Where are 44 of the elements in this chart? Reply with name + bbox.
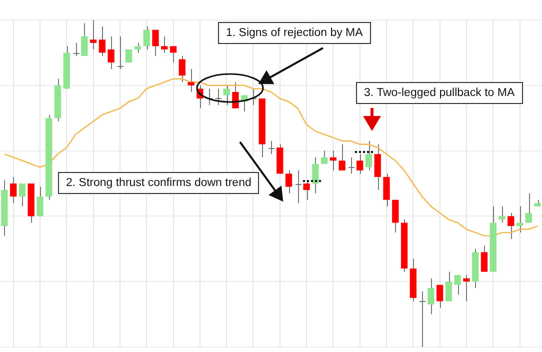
candlestick [90, 20, 97, 50]
candlestick [143, 26, 150, 50]
candlestick [98, 26, 106, 56]
candlestick [117, 36, 124, 70]
candlestick [312, 156, 319, 194]
candlestick [215, 88, 222, 106]
candlestick [525, 192, 532, 224]
candlestick [365, 140, 372, 171]
candlestick [480, 245, 488, 272]
candlestick [134, 42, 142, 54]
candlestick [223, 84, 230, 106]
annotation: 3. Two-legged pullback to MA [356, 82, 523, 104]
candlestick [170, 46, 177, 64]
candlestick [108, 36, 114, 70]
candlestick [178, 55, 186, 83]
candlestick [161, 36, 168, 54]
candlestick [498, 206, 506, 224]
candlestick [419, 290, 426, 348]
candlestick [268, 140, 275, 155]
candlestick [463, 274, 470, 302]
candlestick [320, 150, 328, 164]
candlestick [383, 173, 390, 207]
candlestick [330, 150, 337, 171]
candlestick [73, 42, 80, 56]
candlestick [152, 29, 159, 56]
candlestick [508, 212, 514, 240]
candlestick [454, 274, 461, 296]
candlestick [445, 271, 452, 302]
candlestick [516, 206, 524, 234]
candlestick [338, 144, 346, 171]
candlestick [356, 154, 364, 174]
candlestick [18, 183, 26, 207]
candlestick [392, 199, 399, 234]
candlestick [428, 278, 434, 315]
candlestick [295, 170, 302, 204]
candlestick [10, 176, 17, 204]
candlestick [436, 284, 444, 308]
annotation: 1. Signs of rejection by MA [218, 22, 371, 44]
candlestick [374, 144, 381, 191]
annotation: 2. Strong thrust confirms down trend [58, 172, 260, 194]
candlestick [348, 156, 355, 174]
candlestick [285, 170, 292, 194]
candlestick [188, 68, 194, 92]
candlestick [36, 186, 44, 217]
